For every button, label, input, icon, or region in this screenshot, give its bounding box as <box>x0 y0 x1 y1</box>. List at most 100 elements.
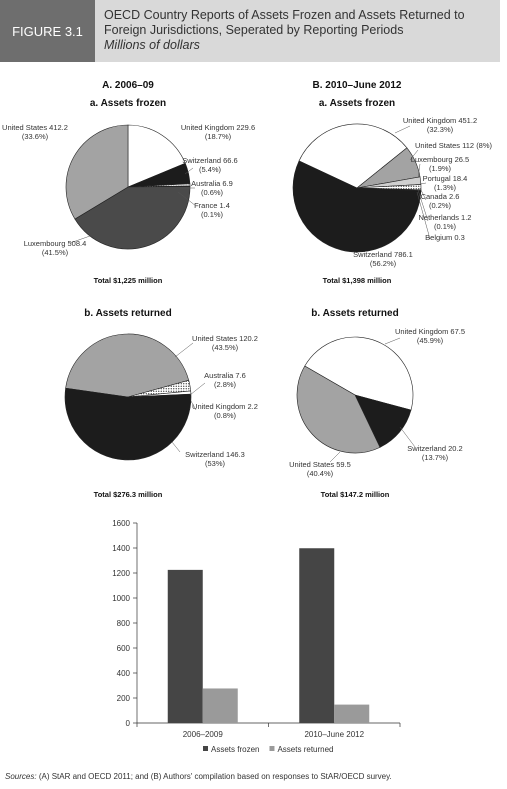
sources: Sources: (A) StAR and OECD 2011; and (B)… <box>5 772 392 781</box>
sources-label: Sources: <box>5 772 37 781</box>
slice-value: 2.6 <box>449 192 459 201</box>
slice-percent: (0.2%) <box>429 201 452 210</box>
slice-percent: (41.5%) <box>42 248 69 257</box>
pie-slice <box>298 123 408 189</box>
slice-label: United Kingdom 229.6 <box>181 123 255 132</box>
slice-percent: (5.4%) <box>199 165 222 174</box>
slice-value: 2.2 <box>248 402 258 411</box>
slice-name: Australia <box>204 371 234 380</box>
slice-name: Switzerland <box>185 450 224 459</box>
x-tick-label: 2010–June 2012 <box>304 730 364 739</box>
panel-title: A. 2006–09 <box>102 80 154 91</box>
slice-name: Canada <box>421 192 448 201</box>
slice-name: Netherlands <box>419 213 460 222</box>
slice-label: Australia 7.6 <box>204 371 246 380</box>
leader-line <box>384 337 401 345</box>
leader-line <box>69 235 91 244</box>
slice-percent: (2.8%) <box>214 380 237 389</box>
pie-slice <box>127 124 186 188</box>
legend-swatch <box>269 746 275 751</box>
panel-title: B. 2010–June 2012 <box>313 80 402 91</box>
slice-value: 18.4 <box>453 174 468 183</box>
y-tick-label: 600 <box>117 644 131 653</box>
leader-line <box>417 189 429 222</box>
y-tick-label: 200 <box>117 694 131 703</box>
figure-title-box: OECD Country Reports of Assets Frozen an… <box>95 0 500 62</box>
pie-total: Total $1,398 million <box>323 276 392 285</box>
slice-percent: (0.1%) <box>434 222 457 231</box>
slice-name: Switzerland <box>407 444 446 453</box>
slice-name: Switzerland <box>353 250 392 259</box>
y-tick-label: 1000 <box>112 594 130 603</box>
pie-total: Total $1,225 million <box>94 276 163 285</box>
slice-name: United States <box>192 334 237 343</box>
slice-value: 412.2 <box>49 123 68 132</box>
slice-label: Luxembourg 508.4 <box>24 239 87 248</box>
y-tick-label: 1200 <box>112 569 130 578</box>
slice-label: Switzerland 66.6 <box>182 156 237 165</box>
slice-label: United States 112 (8%) <box>415 141 493 150</box>
slice-label: Portugal 18.4 <box>423 174 468 183</box>
slice-percent: (40.4%) <box>307 469 334 478</box>
leader-line <box>184 167 194 175</box>
slice-name: Australia <box>191 179 221 188</box>
y-tick-label: 1600 <box>112 519 130 528</box>
leader-line <box>416 191 431 240</box>
pie-slice <box>296 365 381 454</box>
slice-name: Portugal <box>423 174 451 183</box>
slice-value: 7.6 <box>235 371 245 380</box>
pie-slice <box>74 186 191 250</box>
slice-label: Netherlands 1.2 <box>419 213 472 222</box>
slice-value: 20.2 <box>448 444 463 453</box>
slice-label: Australia 6.9 <box>191 179 233 188</box>
pie-title: b. Assets returned <box>311 308 398 319</box>
slice-value: 1.4 <box>220 201 230 210</box>
slice-value: 26.5 <box>455 155 470 164</box>
pie-slice <box>65 333 190 398</box>
pie-slice <box>292 160 422 253</box>
slice-name: United Kingdom <box>403 116 456 125</box>
leader-line <box>419 182 427 185</box>
slice-name: Belgium <box>425 233 452 242</box>
slice-percent: (45.9%) <box>417 336 444 345</box>
slice-label: Switzerland 786.1 <box>353 250 413 259</box>
slice-label: United Kingdom 451.2 <box>403 116 477 125</box>
slice-name: Luxembourg <box>24 239 66 248</box>
leader-line <box>171 441 181 453</box>
slice-name: United Kingdom <box>192 402 245 411</box>
legend-label: Assets returned <box>277 745 333 754</box>
leader-line <box>394 125 411 134</box>
slice-name: United Kingdom <box>181 123 234 132</box>
slice-percent: (0.6%) <box>201 188 224 197</box>
leader-line <box>399 426 416 448</box>
slice-name: United Kingdom <box>395 327 448 336</box>
leader-line <box>329 451 341 463</box>
legend-label: Assets frozen <box>211 745 259 754</box>
slice-name: United States <box>289 460 334 469</box>
slice-name: United States <box>2 123 47 132</box>
y-tick-label: 1400 <box>112 544 130 553</box>
slice-value: 59.5 <box>336 460 351 469</box>
pie-slice <box>64 387 192 461</box>
slice-label: Switzerland 146.3 <box>185 450 245 459</box>
bar <box>167 569 203 723</box>
slice-value: 0.3 <box>454 233 464 242</box>
slice-value: 508.4 <box>68 239 87 248</box>
pie-title: b. Assets returned <box>84 308 171 319</box>
figure-header: FIGURE 3.1 OECD Country Reports of Asset… <box>0 0 500 62</box>
slice-value: 112 <box>462 141 474 150</box>
bar <box>202 688 238 723</box>
pie-slice <box>65 124 129 220</box>
slice-value: 67.5 <box>450 327 465 336</box>
slice-label: France 1.4 <box>194 201 230 210</box>
slice-value: 451.2 <box>458 116 477 125</box>
slice-name: France <box>194 201 217 210</box>
slice-label: United Kingdom 2.2 <box>192 402 258 411</box>
leader-line <box>419 187 427 201</box>
slice-value: 786.1 <box>394 250 413 259</box>
legend-swatch <box>203 746 208 751</box>
figure-label: FIGURE 3.1 <box>0 0 95 62</box>
leader-line <box>417 163 421 179</box>
